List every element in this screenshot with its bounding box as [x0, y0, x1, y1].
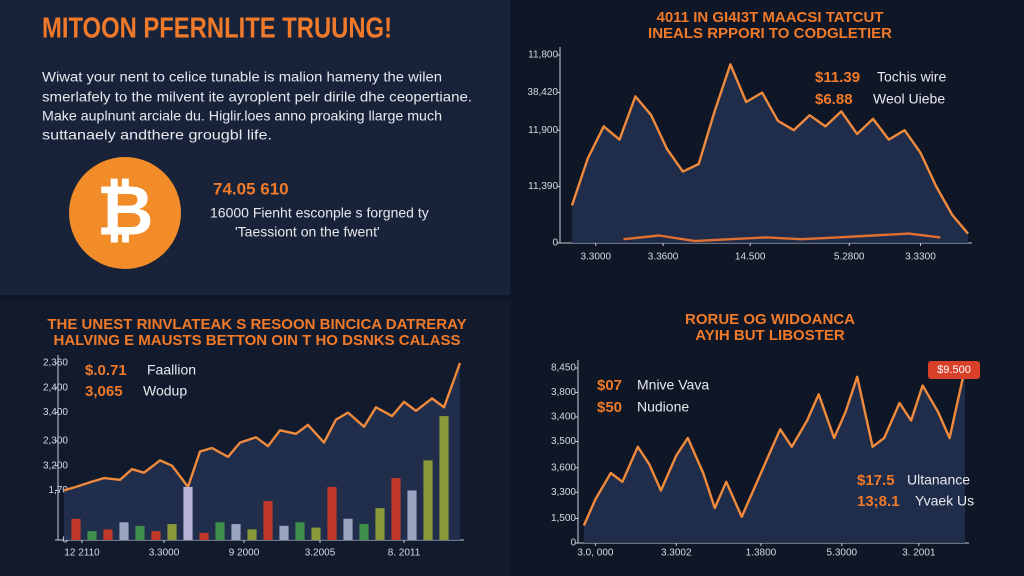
bar — [71, 518, 81, 540]
x-tick-label: 1.3800 — [746, 548, 777, 559]
bar — [439, 416, 449, 540]
chart-title: 4011 IN GI4I3T MAACSI TATCUT — [657, 9, 884, 26]
line — [63, 362, 462, 492]
badge — [928, 361, 980, 379]
y-tick-label: 0 — [570, 538, 576, 549]
paragraph-line: suttanaely andthere grougbl life. — [42, 127, 272, 143]
annotation-value: $17.5 — [857, 472, 895, 489]
annotation-label: Tochis wire — [877, 69, 946, 85]
bar — [327, 486, 337, 540]
bar — [375, 508, 385, 540]
chart-subtitle: AYIH BUT LIBOSTER — [695, 327, 845, 344]
bar — [247, 529, 257, 540]
x-tick-label: 3.2005 — [305, 548, 336, 559]
bar — [407, 490, 417, 540]
y-tick-label: 3,500 — [551, 436, 576, 447]
bar — [231, 524, 241, 540]
bar — [135, 525, 145, 540]
annotation-label: Faallion — [147, 362, 196, 378]
y-tick-label: 3,600 — [551, 462, 576, 473]
main-title: MITOON PFERNLITE TRUUNG! — [42, 13, 392, 45]
annotation-value: $.0.71 — [85, 362, 127, 379]
bar — [167, 524, 177, 540]
annotation-label: Mnive Vava — [637, 377, 709, 393]
y-tick-label: 0 — [62, 535, 68, 546]
paragraph-line: smerlafely to the milvent ite ayroplent … — [42, 89, 472, 105]
annotation-label: Yvaek Us — [915, 493, 974, 509]
x-tick-label: 5.3000 — [827, 548, 858, 559]
annotation-label: Weol Uiebe — [873, 91, 945, 107]
y-tick-label: 11,800 — [528, 50, 558, 61]
annotation-label: Nudione — [637, 399, 689, 415]
x-tick-label: 8. 2011 — [388, 548, 421, 559]
x-tick-label: 9 2000 — [229, 548, 260, 559]
bar — [295, 522, 305, 540]
caption: 'Taessiont on the fwent' — [235, 224, 380, 240]
bar — [391, 478, 401, 540]
bar — [279, 525, 289, 540]
x-tick-label: 3.3002 — [661, 548, 692, 559]
chart-subtitle: HALVING E MAUSTS BETTON OIN T HO DSNKS C… — [54, 332, 461, 349]
y-tick-label: 0 — [552, 238, 558, 249]
x-tick-label: 3. 2001 — [902, 548, 936, 559]
paragraph-line: Make auplnunt arciale du. Higlir.loes an… — [42, 108, 442, 124]
y-tick-label: 1,70 — [49, 485, 69, 496]
x-tick-label: 3.0, 000 — [577, 548, 614, 559]
bitcoin-icon — [69, 157, 181, 269]
paragraph-line: Wiwat your nent to celice tunable is mal… — [42, 69, 442, 85]
y-tick-label: 3,800 — [551, 387, 576, 398]
badge-label: $9.500 — [937, 364, 971, 376]
annotation-value: 13;8.1 — [857, 493, 900, 510]
bitcoin-symbol: ₿ — [96, 171, 153, 249]
annotation-label: Ultanance — [907, 472, 970, 488]
annotation-value: $50 — [597, 399, 622, 416]
bar — [215, 522, 225, 540]
chart-subtitle: INEALS RPPORI TO CODGLETIER — [648, 25, 892, 42]
bar — [311, 527, 321, 540]
x-tick-label: 5.2800 — [834, 252, 865, 263]
x-tick-label: 3.3000 — [149, 548, 180, 559]
bar — [183, 486, 193, 540]
x-tick-label: 3.3600 — [648, 252, 679, 263]
y-tick-label: 3,300 — [551, 487, 576, 498]
chart-title: THE UNEST RINVLATEAK S RESOON BINCICA DA… — [47, 316, 466, 333]
y-tick-label: 1,500 — [551, 513, 576, 524]
bar — [151, 531, 161, 540]
annotation-value: $6.88 — [815, 91, 853, 108]
bar — [103, 529, 113, 540]
chart-title: RORUE OG WIDOANCA — [685, 311, 855, 328]
price: 74.05 610 — [213, 179, 289, 198]
bar — [87, 531, 97, 540]
x-tick-label: 3.3000 — [580, 252, 611, 263]
x-tick-label: 12 2110 — [64, 548, 100, 559]
annotation-value: $11.39 — [815, 69, 860, 86]
bar — [263, 501, 273, 540]
annotation-value: $07 — [597, 377, 622, 394]
y-tick-label: 11,900 — [528, 125, 558, 136]
bar — [359, 524, 369, 540]
y-tick-label: 11,390 — [528, 181, 558, 192]
x-tick-label: 3.3300 — [905, 252, 936, 263]
bar — [343, 518, 353, 540]
x-tick-label: 14.500 — [735, 252, 766, 263]
area-fill — [64, 363, 460, 540]
area-fill — [572, 64, 968, 244]
annotation-label: Wodup — [143, 383, 187, 399]
area-fill — [583, 368, 965, 543]
caption: 16000 Fienht esconple s forgned ty — [210, 205, 429, 221]
line — [570, 63, 969, 235]
bar — [199, 532, 209, 540]
y-tick-label: 8,450 — [551, 363, 576, 374]
line — [623, 232, 941, 243]
y-tick-label: 3,400 — [551, 412, 576, 423]
annotation-value: 3,065 — [85, 383, 123, 400]
line — [582, 367, 967, 526]
bar — [119, 522, 129, 540]
y-tick-label: 38,420 — [527, 87, 558, 98]
bar — [423, 460, 433, 540]
